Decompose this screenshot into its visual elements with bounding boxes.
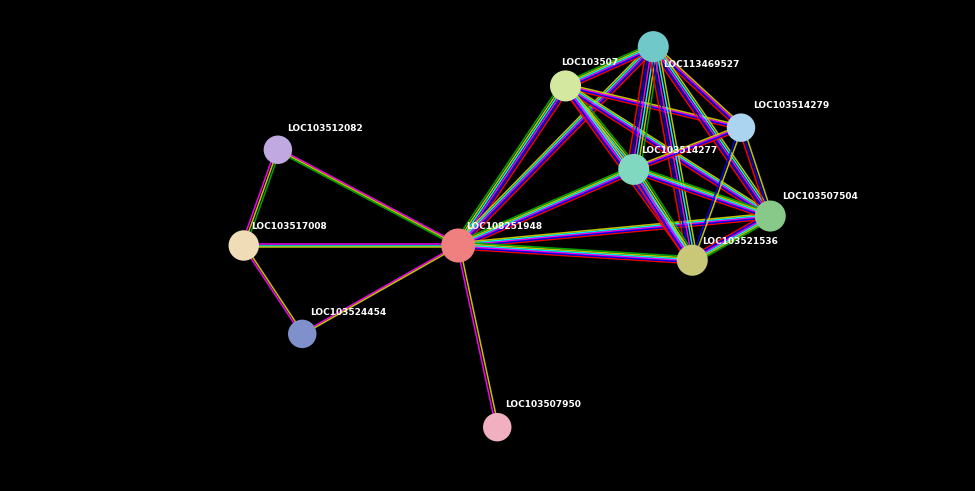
Text: LOC108251948: LOC108251948 [466,222,542,231]
Point [450,242,466,249]
Point [558,82,573,90]
Point [762,212,778,220]
Text: LOC103507504: LOC103507504 [782,192,858,201]
Point [684,256,700,264]
Text: LOC103507: LOC103507 [561,58,618,67]
Text: LOC103507950: LOC103507950 [505,400,581,409]
Point [733,124,749,132]
Point [294,330,310,338]
Text: LOC103521536: LOC103521536 [702,238,778,246]
Text: LOC103514277: LOC103514277 [642,146,718,155]
Text: LOC113469527: LOC113469527 [663,60,739,69]
Text: LOC103524454: LOC103524454 [310,308,386,317]
Text: LOC103517008: LOC103517008 [252,222,328,231]
Point [645,43,661,51]
Text: LOC103512082: LOC103512082 [288,124,364,133]
Point [489,423,505,431]
Point [236,242,252,249]
Point [270,146,286,154]
Point [626,165,642,173]
Text: LOC103514279: LOC103514279 [753,102,829,110]
